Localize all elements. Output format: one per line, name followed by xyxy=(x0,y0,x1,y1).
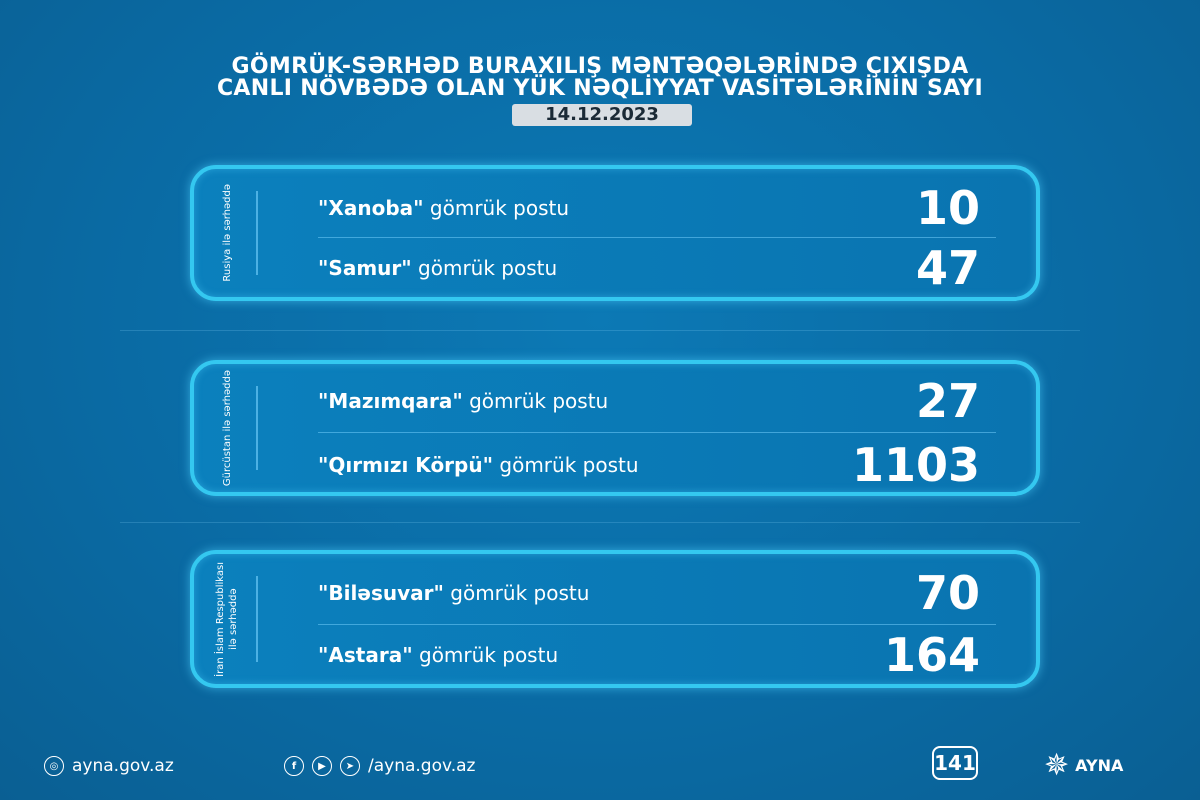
social-handle: /ayna.gov.az xyxy=(368,756,476,776)
post-value: 27 xyxy=(915,374,980,428)
ayna-emblem-icon: ✵ xyxy=(1044,748,1070,783)
date-badge: 14.12.2023 xyxy=(512,104,692,126)
website-link[interactable]: ◎ ayna.gov.az xyxy=(44,756,174,776)
divider xyxy=(120,522,1080,523)
brand-name: AYNA xyxy=(1075,756,1124,775)
page-title: GÖMRÜK-SƏRHƏD BURAXILIŞ MƏNTƏQƏLƏRİNDƏ Ç… xyxy=(0,56,1200,100)
title-line-2: CANLI NÖVBƏDƏ OLAN YÜK NƏQLİYYAT VASİTƏL… xyxy=(216,76,984,101)
post-suffix: gömrük postu xyxy=(419,643,559,667)
group-label: İran İslam Respublikası ilə sərhəddə xyxy=(215,561,239,677)
divider xyxy=(120,330,1080,331)
youtube-icon[interactable]: ▶ xyxy=(312,756,332,776)
post-suffix: gömrük postu xyxy=(429,196,570,220)
post-name: "Biləsuvar" xyxy=(318,581,444,605)
post-suffix: gömrük postu xyxy=(469,389,609,413)
hotline-logo: 141 xyxy=(932,746,978,780)
telegram-icon[interactable]: ➤ xyxy=(340,756,360,776)
ayna-logo: ✵ AYNA xyxy=(1044,748,1123,783)
post-suffix: gömrük postu xyxy=(450,581,590,605)
globe-icon: ◎ xyxy=(44,756,64,776)
post-row: "Biləsuvar" gömrük postu 70 xyxy=(318,564,980,622)
website-text: ayna.gov.az xyxy=(72,756,174,776)
group-label: Rusiya ilə sərhəddə xyxy=(221,184,233,282)
post-row: "Xanoba" gömrük postu 10 xyxy=(318,179,980,237)
post-value: 164 xyxy=(883,628,980,682)
group-iran: İran İslam Respublikası ilə sərhəddə "Bi… xyxy=(190,550,1040,688)
post-name: "Xanoba" xyxy=(318,196,424,220)
post-value: 47 xyxy=(915,241,980,295)
post-name: "Astara" xyxy=(318,643,413,667)
post-name: "Qırmızı Körpü" xyxy=(318,453,494,477)
post-row: "Mazımqara" gömrük postu 27 xyxy=(318,372,980,430)
title-line-1: GÖMRÜK-SƏRHƏD BURAXILIŞ MƏNTƏQƏLƏRİNDƏ Ç… xyxy=(231,54,969,79)
facebook-icon[interactable]: f xyxy=(284,756,304,776)
post-row: "Samur" gömrük postu 47 xyxy=(318,239,980,297)
post-suffix: gömrük postu xyxy=(418,256,558,280)
post-value: 1103 xyxy=(851,438,980,492)
post-suffix: gömrük postu xyxy=(499,453,639,477)
post-value: 70 xyxy=(915,566,980,620)
social-links[interactable]: f ▶ ➤ /ayna.gov.az xyxy=(284,756,475,776)
post-value: 10 xyxy=(915,181,980,235)
group-label: Gürcüstan ilə sərhəddə xyxy=(221,369,233,487)
post-name: "Mazımqara" xyxy=(318,389,463,413)
group-georgia: Gürcüstan ilə sərhəddə "Mazımqara" gömrü… xyxy=(190,360,1040,496)
post-row: "Qırmızı Körpü" gömrük postu 1103 xyxy=(318,436,980,494)
post-name: "Samur" xyxy=(318,256,412,280)
group-russia: Rusiya ilə sərhəddə "Xanoba" gömrük post… xyxy=(190,165,1040,301)
post-row: "Astara" gömrük postu 164 xyxy=(318,626,980,684)
